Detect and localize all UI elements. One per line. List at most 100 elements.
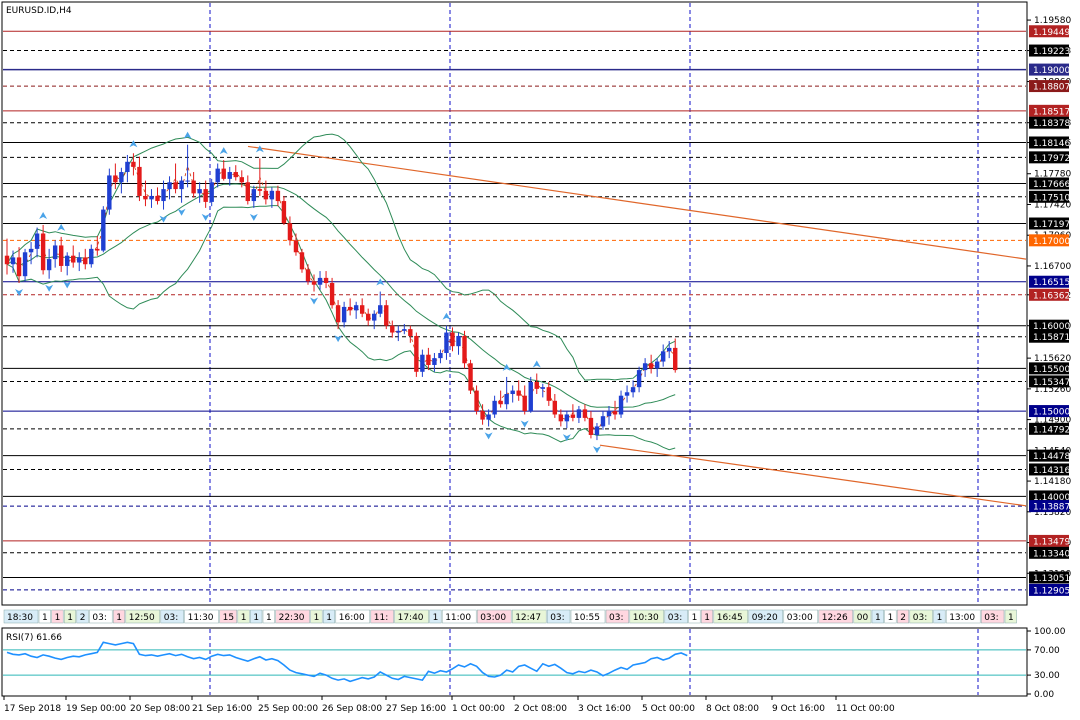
date-tag: 03: <box>164 613 178 623</box>
rsi-tick-label: 30.00 <box>1034 671 1060 681</box>
bull-candle <box>22 252 28 277</box>
bear-candle <box>570 414 576 418</box>
bear-candle <box>83 257 88 265</box>
date-tag-box <box>275 609 310 624</box>
bull-candle <box>353 305 359 311</box>
price-label-box <box>1029 422 1069 435</box>
price-label-box <box>1029 362 1069 375</box>
date-tag-box <box>219 609 238 624</box>
bear-candle <box>414 335 419 372</box>
time-tick-label: 3 Oct 16:00 <box>578 704 631 714</box>
date-tag: 1 <box>55 613 61 623</box>
fractal-down-icon <box>520 420 529 428</box>
date-tag-box <box>76 609 89 624</box>
date-tag-box <box>125 609 161 624</box>
date-tag-box <box>664 609 688 624</box>
bear-candle <box>257 189 263 191</box>
fractal-up-icon <box>39 211 48 219</box>
bear-candle <box>546 387 551 401</box>
bear-candle <box>58 245 64 266</box>
bull-candle <box>667 347 672 352</box>
fractal-up-icon <box>57 223 66 231</box>
price-label-box <box>1029 463 1069 476</box>
bear-candle <box>474 390 479 412</box>
date-tag: 12:26 <box>822 613 848 623</box>
date-tag: 03: <box>668 613 682 623</box>
bear-candle <box>293 240 299 253</box>
price-label-box <box>1029 405 1069 418</box>
bull-candle <box>564 414 570 422</box>
bear-candle <box>287 223 293 241</box>
price-label: 1.19223 <box>1033 47 1070 57</box>
bear-candle <box>498 400 503 405</box>
date-tag-box <box>335 609 371 624</box>
price-label-box <box>1029 571 1069 584</box>
bear-candle <box>347 306 353 311</box>
bear-candle <box>131 161 136 167</box>
price-label: 1.17510 <box>1033 193 1070 203</box>
date-tag: 12:47 <box>515 613 541 623</box>
price-label: 1.16000 <box>1033 322 1070 332</box>
bull-candle <box>317 277 323 285</box>
candles <box>4 131 678 454</box>
date-tag-box <box>38 609 51 624</box>
price-label-box <box>1029 80 1069 93</box>
bull-candle <box>167 182 172 190</box>
time-tick-label: 27 Sep 16:00 <box>386 704 446 714</box>
price-panel-frame <box>1 1 1028 606</box>
date-tag: 1 <box>116 613 122 623</box>
bull-candle <box>438 353 443 359</box>
bull-candle <box>528 382 533 412</box>
price-tick-label: 1.17780 <box>1034 170 1071 180</box>
bear-candle <box>426 354 431 365</box>
bear-candle <box>582 409 588 418</box>
bull-candle <box>341 306 347 323</box>
date-tag-box <box>89 609 113 624</box>
bull-candle <box>28 248 34 253</box>
time-tick-label: 9 Oct 16:00 <box>772 704 825 714</box>
date-tag: 09:20 <box>752 613 778 623</box>
price-label: 1.13887 <box>1033 503 1070 513</box>
fractal-up-icon <box>219 147 228 155</box>
fractal-up-icon <box>442 312 451 320</box>
date-tag: 00 <box>857 613 869 623</box>
bear-candle <box>173 182 178 190</box>
date-tag-box <box>818 609 854 624</box>
bull-candle <box>185 180 190 182</box>
date-tag-box <box>237 609 250 624</box>
bear-candle <box>366 313 371 321</box>
fractal-down-icon <box>177 208 186 216</box>
bull-candle <box>642 363 648 371</box>
date-tag-box <box>370 609 394 624</box>
price-label-box <box>1029 546 1069 559</box>
bear-candle <box>462 335 467 364</box>
price-label: 1.16515 <box>1033 278 1070 288</box>
date-tag-box <box>884 609 897 624</box>
price-label: 1.15500 <box>1033 365 1070 375</box>
bull-candle <box>636 370 642 388</box>
price-label: 1.17666 <box>1033 180 1070 190</box>
bull-candle <box>402 329 407 331</box>
bear-candle <box>329 283 335 306</box>
price-label: 1.17000 <box>1033 237 1070 247</box>
bear-candle <box>468 363 473 391</box>
date-tag-box <box>688 609 701 624</box>
rsi-tick-label: 70.00 <box>1034 646 1060 656</box>
price-label: 1.15000 <box>1033 408 1070 418</box>
bear-candle <box>612 411 618 415</box>
price-label: 1.18807 <box>1033 83 1070 93</box>
upper-trend-line <box>247 145 1027 260</box>
bull-candle <box>594 426 600 435</box>
price-label: 1.17972 <box>1033 154 1070 164</box>
price-label-box <box>1029 449 1069 462</box>
fractal-up-icon <box>129 140 138 148</box>
date-tag: 03: <box>913 613 927 623</box>
bull-candle <box>46 259 52 271</box>
price-label-box <box>1029 104 1069 117</box>
bull-candle <box>576 409 582 418</box>
date-tag-strip: 18:30 1 1 1 2 03: 1 12:50 03: 11:30 15 1 1 1 22:30 1 1 16… <box>3 609 1017 624</box>
date-tag: 1 <box>937 613 943 623</box>
price-label-box <box>1029 25 1069 38</box>
bear-candle <box>239 177 244 183</box>
price-labels: 1.19449 1.19223 1.19000 1.18807 1.18517 1.183… <box>1029 25 1070 596</box>
